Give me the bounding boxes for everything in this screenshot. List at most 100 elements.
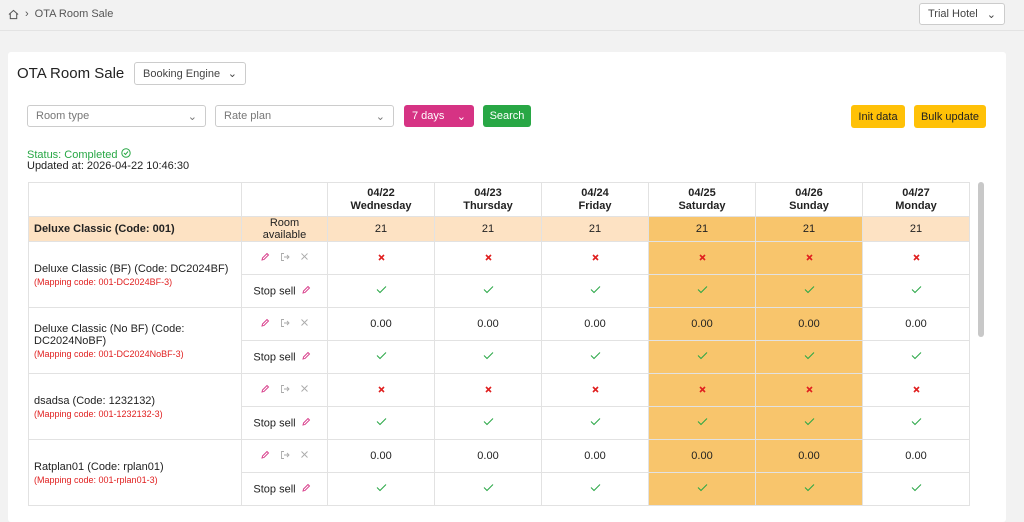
open-status bbox=[648, 274, 756, 308]
actions bbox=[241, 241, 328, 275]
closed-icon bbox=[591, 384, 599, 396]
open-status bbox=[327, 472, 435, 506]
weekday: Friday bbox=[578, 199, 612, 212]
init-button[interactable]: Init data bbox=[851, 105, 905, 128]
edit-icon[interactable] bbox=[260, 252, 270, 265]
open-status bbox=[434, 340, 542, 374]
status-label: Status: Completed bbox=[27, 149, 118, 161]
edit-icon[interactable] bbox=[260, 384, 270, 397]
check-icon bbox=[697, 483, 708, 495]
export-icon[interactable] bbox=[280, 252, 290, 265]
stop-sell: Stop sell bbox=[241, 472, 328, 506]
weekday: Wednesday bbox=[350, 199, 412, 212]
closed-icon bbox=[698, 384, 706, 396]
chevron: ⌄ bbox=[375, 110, 385, 123]
chevron: ⌄ bbox=[986, 8, 996, 21]
room-type-select[interactable]: Room type ⌄ bbox=[27, 105, 206, 127]
price-closed bbox=[541, 373, 649, 407]
check-icon bbox=[483, 417, 494, 429]
status: Status: Completed bbox=[27, 148, 131, 161]
stop-sell: Stop sell bbox=[241, 340, 328, 374]
date: 04/24 bbox=[581, 186, 609, 199]
plan-name: dsadsa (Code: 1232132) bbox=[34, 394, 156, 407]
delete-icon[interactable] bbox=[300, 252, 309, 264]
rate-plan-select[interactable]: Rate plan ⌄ bbox=[215, 105, 394, 127]
stop-sell-row: Stop sell bbox=[29, 274, 970, 308]
price: 0.00 bbox=[648, 307, 756, 341]
check-icon bbox=[911, 417, 922, 429]
availability: 21 bbox=[648, 216, 756, 242]
check-icon bbox=[804, 483, 815, 495]
scrollbar bbox=[978, 182, 984, 337]
open-status bbox=[862, 340, 970, 374]
check-icon bbox=[911, 351, 922, 363]
stop-sell-label: Stop sell bbox=[253, 482, 296, 495]
open-status bbox=[434, 274, 542, 308]
price-closed bbox=[648, 241, 756, 275]
hotel-select[interactable]: Trial Hotel ⌄ bbox=[919, 3, 1005, 25]
stop-sell-label: Stop sell bbox=[253, 416, 296, 429]
open-status bbox=[541, 406, 649, 440]
date: 04/22 bbox=[367, 186, 395, 199]
check-icon bbox=[911, 483, 922, 495]
open-status bbox=[755, 340, 863, 374]
chevron: ⌄ bbox=[187, 110, 197, 123]
export-icon[interactable] bbox=[280, 384, 290, 397]
edit-icon[interactable] bbox=[301, 483, 311, 496]
price: 0.00 bbox=[541, 307, 649, 341]
open-status bbox=[541, 472, 649, 506]
closed-icon bbox=[805, 384, 813, 396]
availability: 21 bbox=[434, 216, 542, 242]
date: 04/23 bbox=[474, 186, 502, 199]
plan-cell: dsadsa (Code: 1232132) (Mapping code: 001… bbox=[28, 373, 242, 440]
open-status bbox=[327, 406, 435, 440]
chevron: ⌄ bbox=[456, 110, 466, 123]
open-status bbox=[755, 406, 863, 440]
mapping-code: (Mapping code: 001-DC2024BF-3) bbox=[34, 276, 173, 287]
days-select[interactable]: 7 days ⌄ bbox=[404, 105, 474, 127]
export-icon[interactable] bbox=[280, 318, 290, 331]
check-icon bbox=[483, 483, 494, 495]
price-closed bbox=[541, 241, 649, 275]
price-closed bbox=[862, 373, 970, 407]
closed-icon bbox=[377, 384, 385, 396]
edit-icon[interactable] bbox=[301, 417, 311, 430]
rate-table: 04/22 Wednesday 04/23 Thursday 04/24 Friday 04… bbox=[28, 182, 970, 506]
check-icon bbox=[911, 285, 922, 297]
header-row: 04/22 Wednesday 04/23 Thursday 04/24 Friday 04… bbox=[28, 182, 970, 217]
date: 04/27 bbox=[902, 186, 930, 199]
check-icon bbox=[590, 351, 601, 363]
open-status bbox=[541, 340, 649, 374]
delete-icon[interactable] bbox=[300, 318, 309, 330]
channel-select[interactable]: Booking Engine ⌄ bbox=[134, 62, 246, 85]
room-name: Deluxe Classic (Code: 001) bbox=[28, 216, 242, 242]
check-icon bbox=[697, 285, 708, 297]
room-row: Deluxe Classic (Code: 001) Room available… bbox=[28, 216, 970, 242]
home-icon[interactable] bbox=[8, 9, 19, 20]
edit-icon[interactable] bbox=[301, 351, 311, 364]
stop-sell-row: Stop sell bbox=[29, 340, 970, 374]
delete-icon[interactable] bbox=[300, 384, 309, 396]
price-closed bbox=[327, 373, 435, 407]
bulk-button[interactable]: Bulk update bbox=[914, 105, 986, 128]
price-closed bbox=[434, 373, 542, 407]
check-icon bbox=[804, 417, 815, 429]
edit-icon[interactable] bbox=[301, 285, 311, 298]
page-title: OTA Room Sale bbox=[17, 65, 125, 82]
edit-icon[interactable] bbox=[260, 450, 270, 463]
date-header: 04/23 Thursday bbox=[434, 182, 542, 217]
actions bbox=[241, 307, 328, 341]
check-icon bbox=[483, 351, 494, 363]
delete-icon[interactable] bbox=[300, 450, 309, 462]
price-closed bbox=[755, 241, 863, 275]
plan-name: Deluxe Classic (BF) (Code: DC2024BF) bbox=[34, 262, 229, 275]
edit-icon[interactable] bbox=[260, 318, 270, 331]
closed-icon bbox=[484, 384, 492, 396]
open-status bbox=[862, 274, 970, 308]
search-button[interactable]: Search bbox=[483, 105, 531, 127]
check-icon bbox=[483, 285, 494, 297]
stop-sell: Stop sell bbox=[241, 406, 328, 440]
export-icon[interactable] bbox=[280, 450, 290, 463]
check-icon bbox=[376, 417, 387, 429]
open-status bbox=[648, 406, 756, 440]
